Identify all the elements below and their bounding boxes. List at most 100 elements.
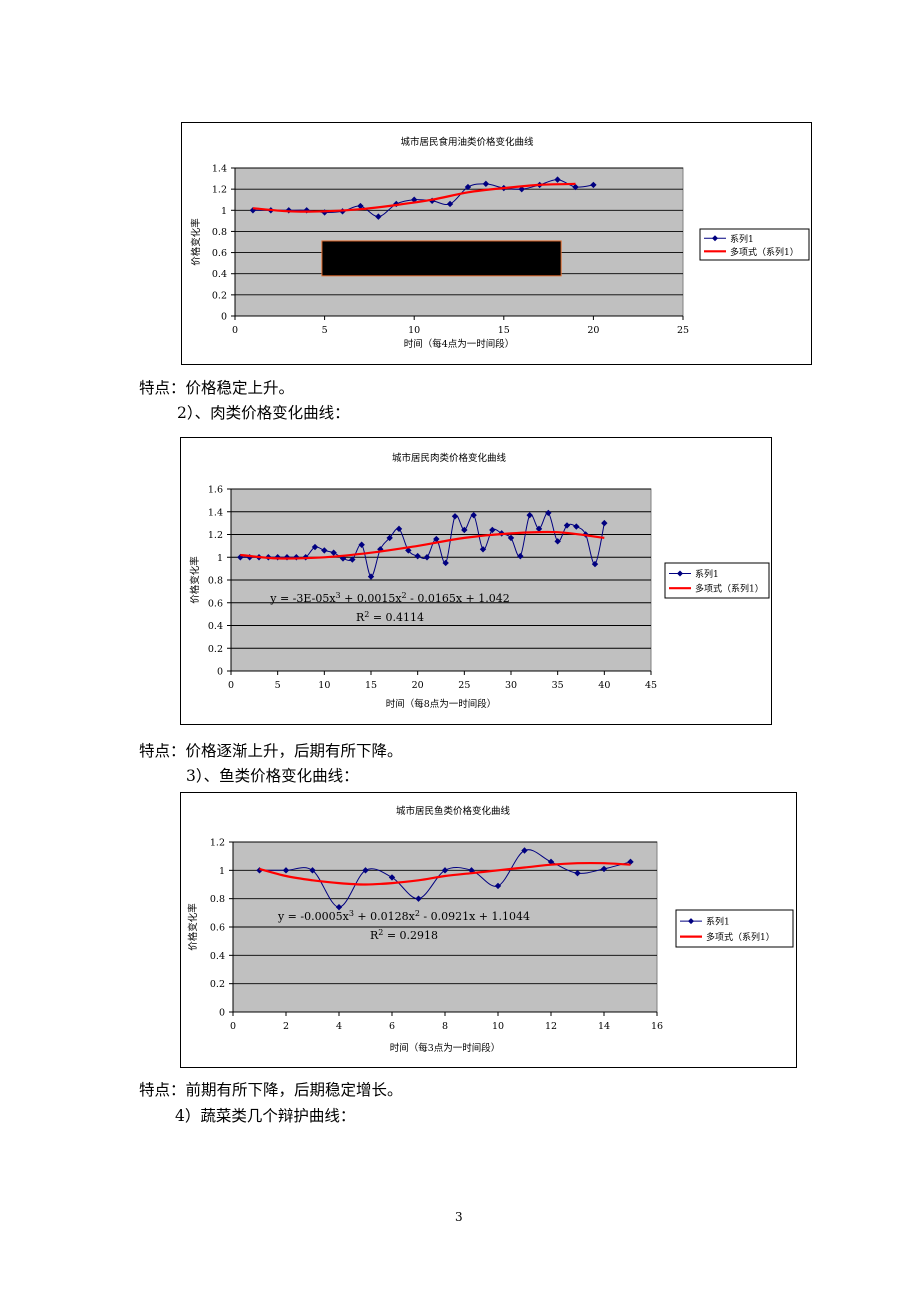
x-tick-label: 0 [230,1021,236,1032]
trend-line [240,530,605,560]
legend-box [675,909,794,948]
x-tick-label: 45 [645,680,657,691]
data-point [574,869,581,877]
legend-box [664,562,770,599]
y-tick-label: 1.4 [212,164,227,175]
data-point [395,525,403,533]
y-tick-label: 0 [219,1008,225,1019]
chart-title: 城市居民肉类价格变化曲线 [392,452,507,464]
legend-marker [712,235,718,242]
y-tick-label: 1.6 [208,485,223,496]
y-tick-label: 0.8 [208,576,223,587]
y-axis-label: 价格变化率 [187,903,199,951]
x-tick-label: 20 [412,680,424,691]
oil-summary-text: 特点：价格稳定上升。 [139,379,295,397]
trend-line [252,182,576,213]
x-tick-label: 25 [677,325,689,336]
data-point [446,200,454,208]
meat-price-chart: 城市居民肉类价格变化曲线 0 0.2 0.4 0.6 0.8 1 1.2 1.4 1.6 0 5 10 1… [180,437,772,725]
data-point [283,554,291,561]
x-axis-label: 时间（每8点为一时间段） [386,698,497,710]
data-point [375,213,382,220]
meat-section-heading: 2）、肉类价格变化曲线： [177,404,350,422]
y-tick-label: 0 [217,667,223,678]
y-tick-label: 1.2 [208,530,223,541]
x-tick-label: 8 [442,1021,448,1032]
data-point [591,560,599,568]
x-tick-label: 6 [389,1021,395,1032]
x-tick-label: 15 [498,325,510,336]
legend-label-series: 系列1 [695,568,719,580]
y-tick-label: 0.2 [208,644,223,655]
x-tick-label: 2 [283,1021,289,1032]
data-point [572,183,579,191]
x-tick-label: 10 [492,1021,504,1032]
data-point [482,180,490,188]
chart-title: 城市居民鱼类价格变化曲线 [396,805,511,817]
x-axis-label: 时间（每4点为一时间段） [404,338,515,350]
legend-label-trend: 多项式（系列1） [730,246,799,258]
meat-summary-text: 特点：价格逐渐上升，后期有所下降。 [139,742,403,760]
data-point [600,865,608,873]
vegetable-section-heading: 4）蔬菜类几个辩护曲线： [175,1107,356,1125]
legend-label-series: 系列1 [730,233,754,245]
data-point [563,522,571,529]
fish-price-chart-svg: 城市居民鱼类价格变化曲线 0 0.2 0.4 0.6 0.8 1 1.2 0 2 4 6 8 10 12 14… [187,805,794,1054]
y-tick-label: 0.8 [212,227,227,238]
data-point [590,181,597,189]
legend-marker [688,918,694,925]
x-tick-label: 16 [651,1021,663,1032]
y-tick-label: 0.4 [208,621,223,632]
data-point [423,554,431,561]
y-tick-label: 1.2 [212,185,227,196]
x-axis-label: 时间（每3点为一时间段） [390,1042,501,1054]
page-number: 3 [455,1210,463,1224]
y-tick-label: 0.2 [210,979,225,990]
data-point [442,559,449,567]
y-tick-label: 0.8 [210,894,225,905]
oil-price-chart: 城市居民食用油类价格变化曲线 0 0.2 0.4 0.6 0.8 1 1.2 1.4 0 5 10 15… [181,122,812,365]
x-tick-label: 20 [587,325,599,336]
x-tick-label: 4 [336,1021,342,1032]
y-tick-label: 1 [219,866,225,877]
chart-title: 城市居民食用油类价格变化曲线 [400,136,534,148]
legend-box [699,228,810,261]
x-tick-label: 25 [458,680,470,691]
y-tick-label: 0.2 [212,290,227,301]
fish-summary-text: 特点：前期有所下降，后期稳定增长。 [139,1081,403,1099]
data-point [535,525,543,533]
fish-section-heading: 3）、鱼类价格变化曲线： [186,767,359,785]
y-axis-label: 价格变化率 [190,218,202,266]
y-tick-label: 0.4 [210,951,225,962]
y-tick-label: 1.4 [208,507,223,518]
x-tick-label: 15 [365,680,377,691]
y-tick-label: 0.6 [210,923,225,934]
x-tick-label: 0 [228,680,234,691]
data-point [464,183,472,191]
y-tick-label: 0 [221,312,227,323]
meat-price-chart-svg: 城市居民肉类价格变化曲线 0 0.2 0.4 0.6 0.8 1 1.2 1.4 1.6 0 5 10 1… [189,452,770,710]
trend-equation: y = -0.0005x3 + 0.0128x2 - 0.0921x + 1.1… [277,909,530,924]
trend-equation: y = -3E-05x3 + 0.0015x2 - 0.0165x + 1.04… [269,591,510,606]
legend-label-series: 系列1 [706,916,730,928]
y-tick-label: 0.6 [212,248,227,259]
y-axis-label: 价格变化率 [189,556,201,604]
x-tick-label: 10 [408,325,420,336]
data-point [627,858,634,866]
data-point [357,202,364,210]
data-point [547,858,555,866]
x-tick-label: 12 [545,1021,557,1032]
x-tick-label: 35 [552,680,564,691]
x-tick-label: 5 [322,325,328,336]
trend-line [259,861,631,886]
x-tick-label: 5 [275,680,281,691]
legend-marker [677,570,683,577]
x-tick-label: 14 [598,1021,610,1032]
legend-label-trend: 多项式（系列1） [706,931,775,943]
fish-price-chart: 城市居民鱼类价格变化曲线 0 0.2 0.4 0.6 0.8 1 1.2 0 2 4 6 8 10 12 14… [180,792,797,1068]
x-tick-label: 30 [505,680,517,691]
data-point [601,519,608,527]
x-tick-label: 40 [598,680,610,691]
y-tick-label: 1.2 [210,838,225,849]
oil-price-chart-svg: 城市居民食用油类价格变化曲线 0 0.2 0.4 0.6 0.8 1 1.2 1.4 0 5 10 15… [190,136,810,350]
